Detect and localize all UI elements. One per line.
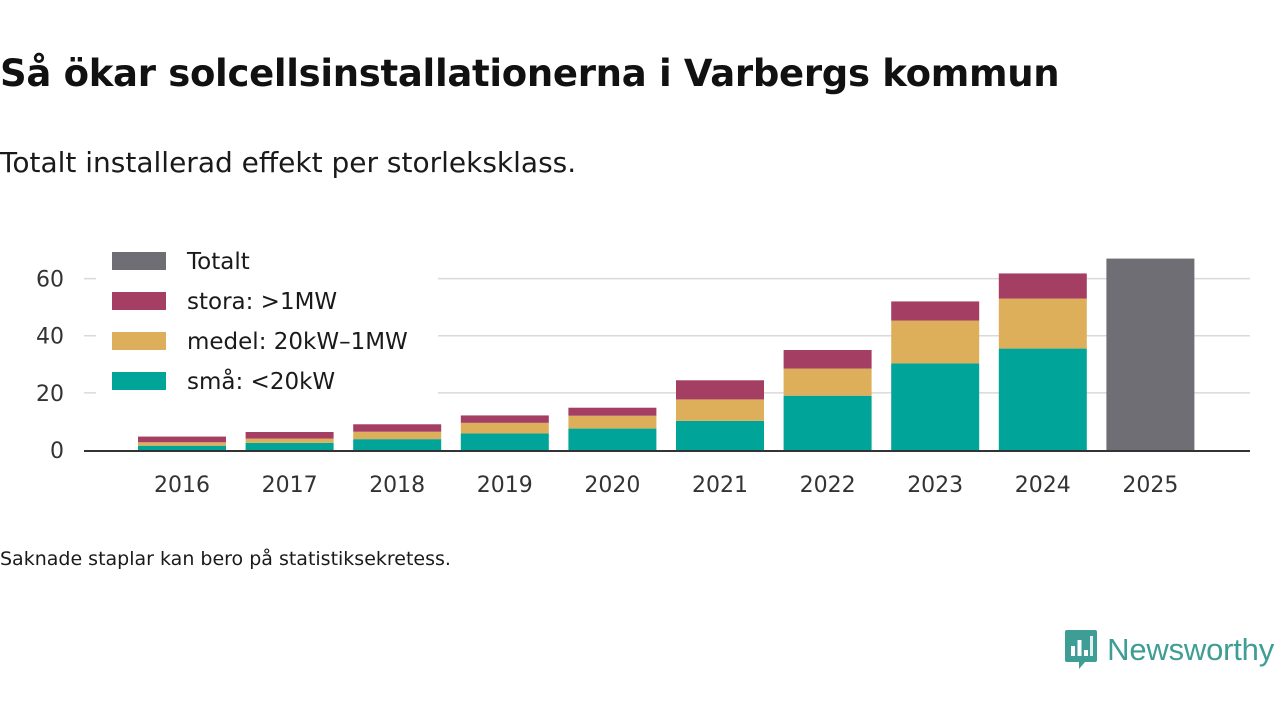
legend: Totalt stora: >1MW medel: 20kW–1MW små: <20… [96, 238, 438, 402]
bars [138, 258, 1195, 450]
x-tick-label: 2019 [477, 473, 533, 498]
y-axis-ticks: 0 20 40 60 [36, 268, 64, 464]
bar-medel-2016 [138, 442, 226, 446]
legend-swatch-totalt [112, 252, 166, 270]
y-tick-label: 40 [36, 325, 64, 350]
bar-sma-2017 [245, 442, 334, 450]
x-tick-label: 2017 [262, 473, 318, 498]
bar-medel-2024 [998, 298, 1087, 349]
bar-chart: 0 20 40 60 2016 2017 2018 2019 2020 2021 2022 2023… [36, 238, 1250, 498]
bar-stora-2016 [138, 436, 226, 443]
x-axis-ticks: 2016 2017 2018 2019 2020 2021 2022 2023 2024 2025 [154, 473, 1178, 498]
bar-stora-2023 [891, 301, 980, 321]
bar-stora-2021 [676, 380, 764, 400]
x-tick-label: 2018 [369, 473, 425, 498]
legend-swatch-sma [112, 372, 166, 390]
bar-sma-2023 [891, 363, 980, 450]
bar-stora-2019 [460, 415, 549, 423]
bar-medel-2023 [891, 320, 980, 364]
x-tick-label: 2016 [154, 473, 210, 498]
bar-medel-2021 [676, 399, 764, 421]
legend-label-medel: medel: 20kW–1MW [187, 329, 408, 355]
bar-sma-2024 [998, 348, 1087, 450]
bar-medel-2018 [353, 431, 442, 440]
legend-label-totalt: Totalt [186, 249, 250, 275]
bar-totalt-2025 [1106, 258, 1195, 450]
bar-medel-2019 [460, 422, 549, 434]
x-tick-label: 2021 [692, 473, 748, 498]
x-tick-label: 2020 [584, 473, 640, 498]
x-tick-label: 2024 [1015, 473, 1071, 498]
y-tick-label: 20 [36, 382, 64, 407]
bar-medel-2020 [568, 415, 657, 429]
bar-stora-2022 [783, 350, 872, 369]
bar-sma-2021 [676, 420, 764, 450]
bar-sma-2016 [138, 445, 226, 450]
legend-swatch-stora [112, 292, 166, 310]
newsworthy-logo-icon [1065, 630, 1098, 669]
bar-stora-2020 [568, 407, 657, 416]
bar-stora-2018 [353, 424, 442, 432]
legend-label-stora: stora: >1MW [187, 289, 337, 315]
y-tick-label: 0 [50, 439, 64, 464]
bar-sma-2020 [568, 428, 657, 450]
bar-medel-2017 [245, 438, 334, 443]
x-tick-label: 2023 [907, 473, 963, 498]
x-tick-label: 2025 [1122, 473, 1178, 498]
bar-sma-2018 [353, 439, 442, 450]
legend-label-sma: små: <20kW [187, 367, 335, 395]
chart-title: Så ökar solcellsinstallationerna i Varbe… [0, 52, 1060, 95]
bar-sma-2022 [783, 395, 872, 450]
brand-logo: Newsworthy [1063, 628, 1274, 672]
legend-swatch-medel [112, 332, 166, 350]
bar-stora-2017 [245, 432, 334, 439]
chart-subtitle: Totalt installerad effekt per storlekskl… [0, 146, 577, 179]
y-tick-label: 60 [36, 268, 64, 293]
bar-sma-2019 [460, 433, 549, 450]
bar-medel-2022 [783, 368, 872, 396]
footnote: Saknade staplar kan bero på statistiksek… [0, 548, 451, 570]
x-tick-label: 2022 [800, 473, 856, 498]
bar-stora-2024 [998, 273, 1087, 299]
brand-name: Newsworthy [1107, 632, 1274, 667]
